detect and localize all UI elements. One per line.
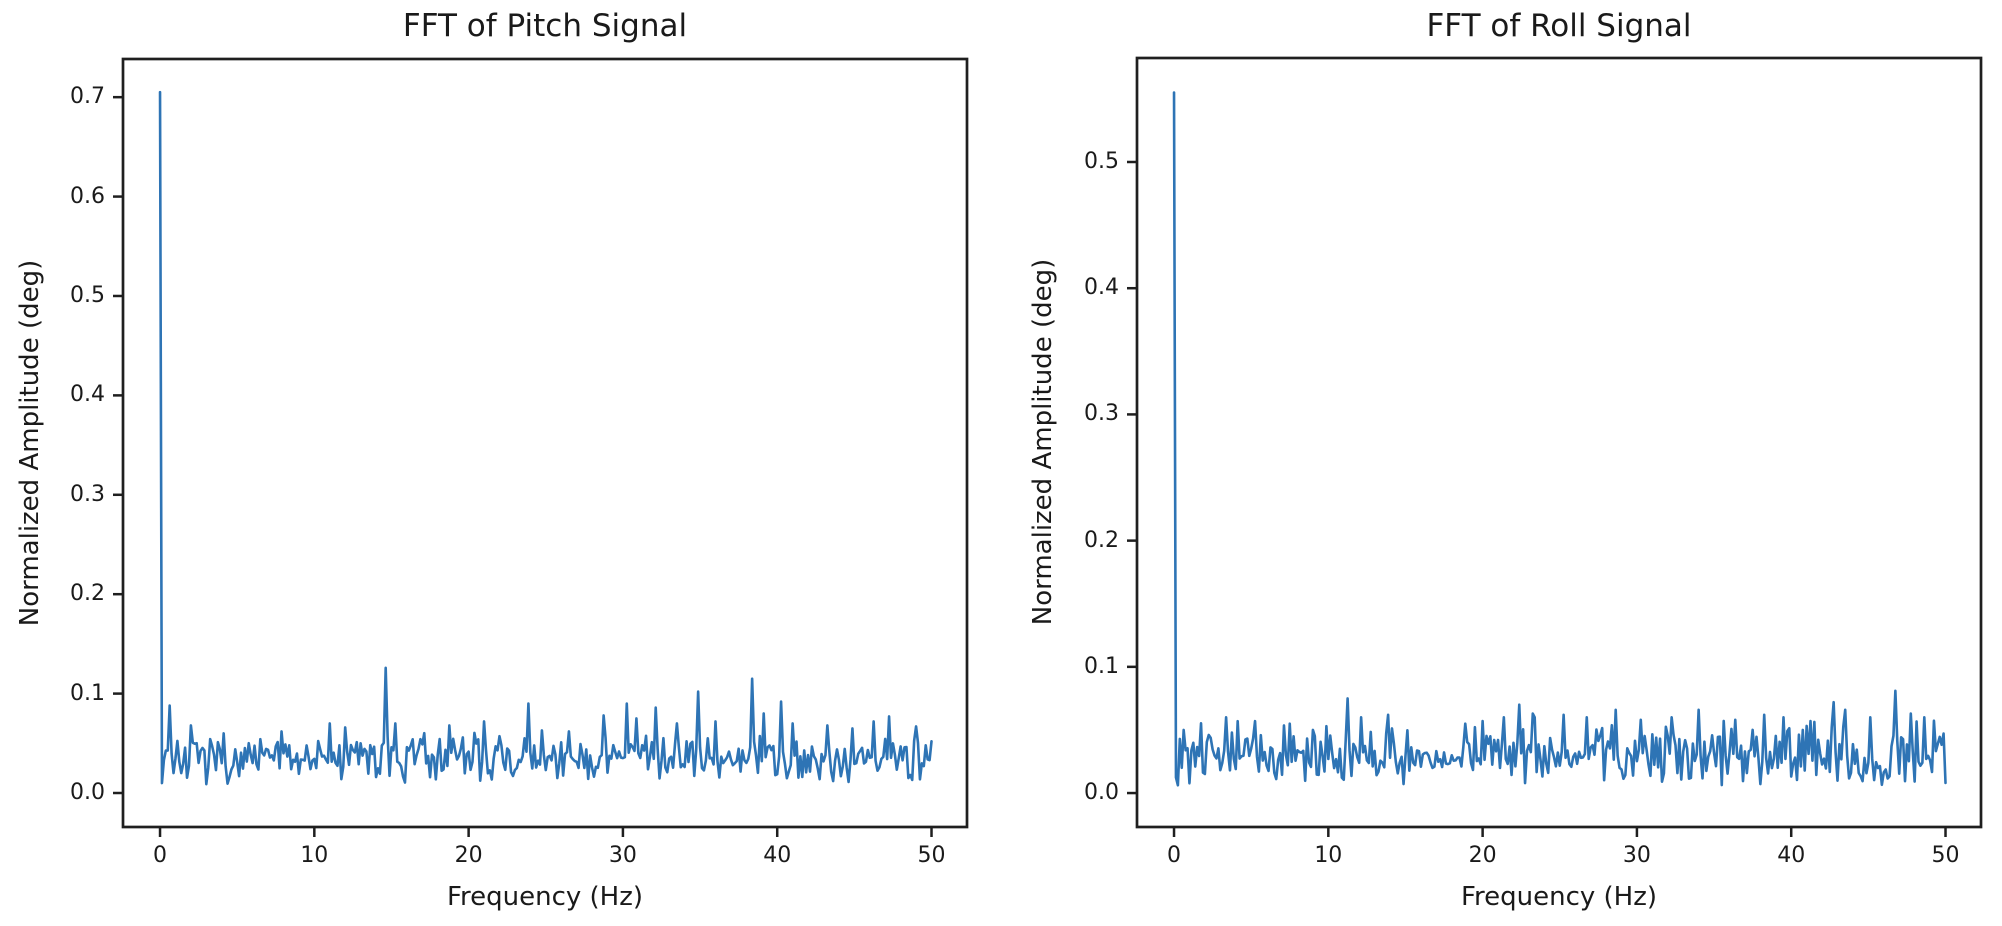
pitch-y-tick-label: 0.4	[70, 382, 105, 408]
pitch-y-tick-label: 0.6	[70, 183, 105, 209]
pitch-x-tick-label: 30	[608, 843, 637, 868]
pitch-x-tick-label: 20	[454, 843, 483, 868]
roll-y-tick-label: 0.4	[1084, 275, 1119, 301]
pitch-x-tick-label: 40	[763, 843, 792, 868]
pitch-x-tick-label: 50	[917, 843, 946, 868]
fft-roll-line	[1172, 91, 1947, 787]
pitch-y-axis-label: Normalized Amplitude (deg)	[15, 259, 45, 627]
roll-y-axis-label: Normalized Amplitude (deg)	[1028, 258, 1058, 626]
pitch-x-axis-label: Frequency (Hz)	[446, 882, 644, 912]
fft-pitch-line	[158, 90, 933, 786]
roll-y-tick-label: 0.3	[1084, 401, 1119, 427]
pitch-y-tick-label: 0.0	[70, 780, 105, 805]
pitch-y-tick-label: 0.7	[70, 84, 105, 110]
pitch-y-tick-label: 0.2	[70, 581, 105, 607]
roll-y-tick-label: 0.5	[1084, 148, 1119, 174]
roll-x-tick-label: 30	[1622, 843, 1651, 868]
roll-x-tick-label: 40	[1777, 843, 1806, 868]
pitch-axes-spines	[121, 57, 969, 829]
pitch-x-tick-label: 10	[300, 843, 329, 868]
pitch-x-tick-label: 0	[153, 843, 168, 868]
pitch-chart-title: FFT of Pitch Signal	[402, 8, 688, 44]
roll-axes-spines	[1135, 56, 1983, 829]
roll-y-tick-label: 0.2	[1084, 527, 1119, 553]
roll-x-tick-label: 0	[1167, 843, 1182, 868]
roll-x-tick-label: 50	[1931, 843, 1960, 868]
roll-y-tick-label: 0.1	[1084, 653, 1119, 679]
pitch-y-tick-label: 0.1	[70, 680, 105, 706]
pitch-y-tick-label: 0.5	[70, 282, 105, 308]
roll-x-axis-label: Frequency (Hz)	[1460, 882, 1658, 912]
pitch-y-tick-label: 0.3	[70, 481, 105, 507]
roll-x-tick-label: 10	[1314, 843, 1343, 868]
roll-chart-title: FFT of Roll Signal	[1426, 8, 1692, 44]
roll-x-tick-label: 20	[1468, 843, 1497, 868]
roll-y-tick-label: 0.0	[1084, 780, 1119, 806]
